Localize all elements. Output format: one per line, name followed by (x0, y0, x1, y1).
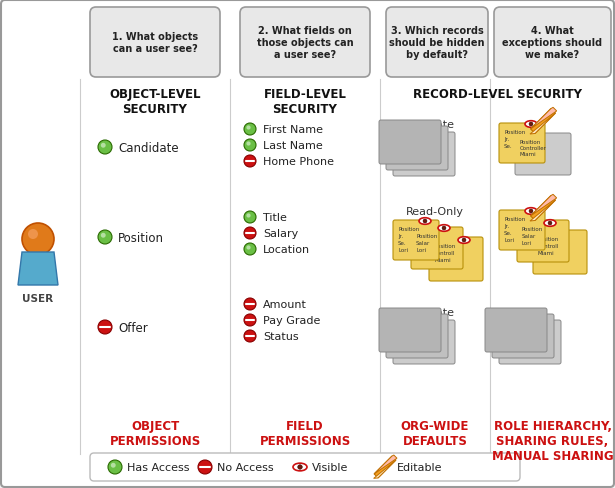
Circle shape (298, 465, 302, 469)
Circle shape (244, 330, 256, 342)
Text: Jr.: Jr. (504, 137, 509, 142)
FancyBboxPatch shape (494, 8, 611, 78)
Text: Location: Location (263, 244, 310, 254)
FancyBboxPatch shape (379, 121, 441, 164)
Circle shape (98, 230, 112, 244)
Polygon shape (530, 201, 555, 222)
FancyBboxPatch shape (393, 133, 455, 177)
FancyBboxPatch shape (90, 8, 220, 78)
Circle shape (101, 143, 106, 148)
FancyBboxPatch shape (515, 134, 571, 176)
Text: Last Name: Last Name (263, 141, 323, 151)
Text: Lori: Lori (504, 238, 514, 243)
Circle shape (22, 224, 54, 256)
Text: Status: Status (263, 331, 299, 341)
Text: Se.: Se. (504, 143, 513, 149)
Circle shape (442, 226, 446, 230)
Polygon shape (531, 109, 555, 134)
Text: USER: USER (22, 293, 54, 304)
Text: Position: Position (118, 231, 164, 244)
FancyBboxPatch shape (393, 320, 455, 364)
Circle shape (244, 227, 256, 240)
FancyBboxPatch shape (492, 314, 554, 358)
Circle shape (244, 314, 256, 326)
FancyBboxPatch shape (499, 124, 545, 163)
Circle shape (247, 126, 250, 130)
Text: 4. What
exceptions should
we make?: 4. What exceptions should we make? (502, 26, 603, 60)
Polygon shape (530, 114, 555, 135)
Circle shape (198, 460, 212, 474)
Circle shape (529, 210, 533, 213)
FancyBboxPatch shape (240, 8, 370, 78)
Polygon shape (531, 108, 557, 130)
Circle shape (423, 220, 427, 224)
Polygon shape (374, 460, 396, 478)
Polygon shape (18, 252, 58, 285)
Ellipse shape (525, 208, 537, 215)
Circle shape (111, 463, 116, 468)
FancyBboxPatch shape (533, 230, 587, 274)
Text: Position: Position (434, 244, 455, 248)
Text: OBJECT-LEVEL
SECURITY: OBJECT-LEVEL SECURITY (109, 88, 200, 116)
Text: ROLE HIERARCHY,
SHARING RULES,
MANUAL SHARING: ROLE HIERARCHY, SHARING RULES, MANUAL SH… (491, 419, 613, 462)
FancyBboxPatch shape (517, 221, 569, 263)
Text: RECORD-LEVEL SECURITY: RECORD-LEVEL SECURITY (413, 88, 582, 101)
Text: Se.: Se. (398, 241, 407, 245)
Text: Position: Position (416, 234, 437, 239)
Circle shape (108, 460, 122, 474)
Ellipse shape (544, 220, 556, 227)
FancyBboxPatch shape (386, 314, 448, 358)
Text: Position
Controller
Miami: Position Controller Miami (520, 140, 547, 156)
Polygon shape (531, 196, 555, 221)
FancyBboxPatch shape (386, 8, 488, 78)
FancyBboxPatch shape (386, 127, 448, 171)
Text: Pay Grade: Pay Grade (263, 315, 320, 325)
FancyBboxPatch shape (499, 320, 561, 364)
Circle shape (247, 142, 250, 146)
Text: Title: Title (263, 213, 287, 223)
Text: Controll: Controll (434, 250, 455, 256)
Text: ORG-WIDE
DEFAULTS: ORG-WIDE DEFAULTS (401, 419, 469, 447)
FancyBboxPatch shape (429, 238, 483, 282)
Circle shape (244, 140, 256, 152)
Polygon shape (374, 455, 397, 474)
Text: Lori: Lori (416, 247, 426, 252)
Circle shape (247, 246, 250, 250)
Text: Jr.: Jr. (504, 224, 509, 228)
Circle shape (529, 123, 533, 127)
FancyBboxPatch shape (393, 221, 439, 261)
Text: Jr.: Jr. (398, 234, 403, 239)
Circle shape (98, 141, 112, 155)
Text: Offer: Offer (118, 321, 148, 334)
Text: Miami: Miami (538, 250, 555, 256)
Polygon shape (374, 456, 396, 478)
Text: Candidate: Candidate (118, 141, 178, 154)
Text: Salar: Salar (416, 241, 430, 245)
Circle shape (244, 244, 256, 256)
Text: FIELD
PERMISSIONS: FIELD PERMISSIONS (260, 419, 351, 447)
Circle shape (101, 233, 106, 238)
Text: Position: Position (522, 226, 543, 231)
Text: Editable: Editable (397, 462, 443, 472)
Text: Position: Position (504, 217, 525, 222)
Circle shape (247, 214, 250, 218)
Text: 2. What fields on
those objects can
a user see?: 2. What fields on those objects can a us… (256, 26, 353, 60)
Text: 3. Which records
should be hidden
by default?: 3. Which records should be hidden by def… (389, 26, 485, 60)
Circle shape (462, 239, 466, 243)
Text: Position: Position (538, 237, 559, 242)
Circle shape (244, 124, 256, 136)
Ellipse shape (293, 463, 307, 471)
FancyBboxPatch shape (90, 453, 520, 481)
Text: Miami: Miami (434, 258, 451, 263)
FancyBboxPatch shape (499, 210, 545, 250)
Circle shape (244, 156, 256, 168)
Ellipse shape (438, 225, 450, 232)
Text: Has Access: Has Access (127, 462, 189, 472)
Text: Read-Only: Read-Only (406, 206, 464, 217)
Text: Home Phone: Home Phone (263, 157, 334, 167)
Circle shape (98, 320, 112, 334)
Ellipse shape (419, 218, 431, 225)
Ellipse shape (525, 122, 537, 128)
Ellipse shape (458, 237, 470, 244)
